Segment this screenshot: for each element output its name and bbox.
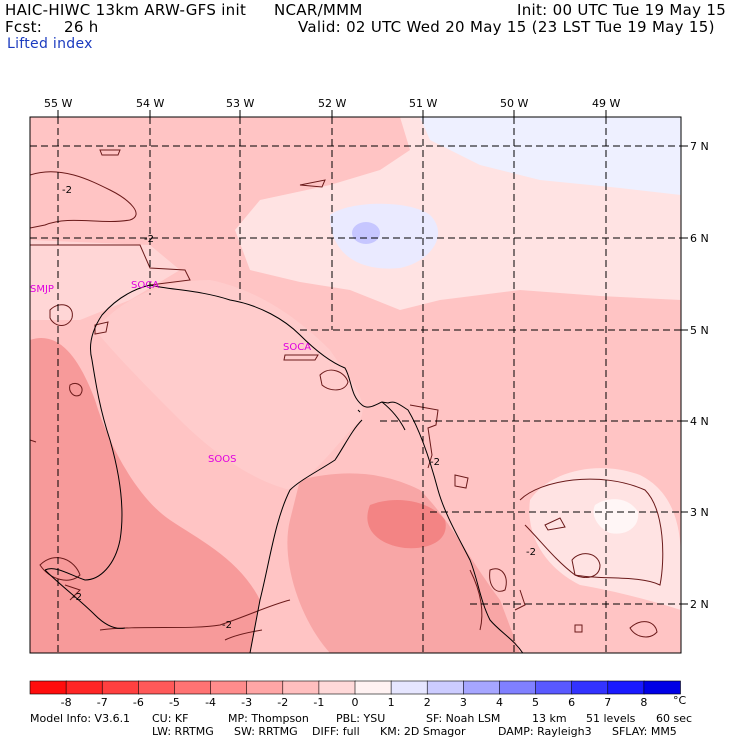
colorbar-swatch	[246, 680, 284, 695]
colorbar-swatch	[65, 680, 104, 695]
colorbar-label: 5	[532, 696, 539, 709]
graticule	[30, 117, 681, 653]
colorbar-swatch	[607, 680, 645, 695]
station-label: SOCA	[283, 342, 311, 353]
microphysics-scheme: MP: Thompson	[228, 712, 309, 725]
lat-label: 3 N	[690, 506, 709, 519]
colorbar-swatch	[499, 680, 537, 695]
colorbar-label: 4	[496, 696, 503, 709]
colorbar-swatch	[174, 680, 212, 695]
init-time: Init: 00 UTC Tue 19 May 15	[517, 1, 727, 19]
levels: 51 levels	[586, 712, 636, 725]
contour-label: -2	[144, 234, 154, 245]
lon-label: 49 W	[592, 97, 620, 110]
surface-scheme: SF: Noah LSM	[426, 712, 501, 725]
light-field-se	[529, 468, 681, 610]
colorbar-label: -7	[97, 696, 108, 709]
diffusion-option: DIFF: full	[312, 725, 360, 738]
lon-label: 53 W	[226, 97, 254, 110]
negative-core-south	[367, 500, 446, 549]
colorbar-swatch	[210, 680, 248, 695]
resolution: 13 km	[532, 712, 567, 725]
contour-label: -2	[222, 620, 232, 631]
km-option: KM: 2D Smagor	[380, 725, 466, 738]
colorbar: -8 -7 -6 -5 -4 -3 -2 -1 0 1 2 3 4 5 6 7 8	[29, 680, 681, 709]
colorbar-label: -6	[133, 696, 144, 709]
lat-label: 4 N	[690, 415, 709, 428]
negative-field-south	[287, 473, 520, 653]
station-label: SMJP	[30, 284, 54, 295]
colorbar-label: 7	[604, 696, 611, 709]
contour-label: -2	[72, 592, 82, 603]
surface-layer-option: SFLAY: MM5	[612, 725, 677, 738]
valid-time: Valid: 02 UTC Wed 20 May 15 (23 LST Tue …	[298, 18, 715, 36]
colorbar-label: 0	[352, 696, 359, 709]
colorbar-label: 3	[460, 696, 467, 709]
organization: NCAR/MMM	[274, 1, 363, 19]
light-core-se	[593, 499, 639, 534]
positive-field-center	[330, 203, 439, 269]
colorbar-unit: °C	[673, 694, 687, 707]
colorbar-label: 8	[640, 696, 647, 709]
contour-label: -2	[430, 457, 440, 468]
model-title: HAIC-HIWC 13km ARW-GFS init	[5, 1, 247, 19]
contours	[30, 149, 664, 641]
longwave-scheme: LW: RRTMG	[152, 725, 214, 738]
colorbar-label: 2	[424, 696, 431, 709]
colorbar-label: -1	[313, 696, 324, 709]
colorbar-label: -2	[277, 696, 288, 709]
colorbar-swatch	[463, 680, 501, 695]
colorbar-label: -4	[205, 696, 216, 709]
lat-label: 7 N	[690, 140, 709, 153]
map-frame	[29, 116, 682, 654]
colorbar-swatch	[390, 680, 429, 695]
colorbar-swatch	[535, 680, 573, 695]
land-light-field	[95, 280, 363, 490]
pbl-scheme: PBL: YSU	[336, 712, 386, 725]
forecast-label: Fcst:	[5, 18, 43, 36]
lon-label: 50 W	[500, 97, 528, 110]
colorbar-swatch	[138, 680, 176, 695]
negative-field-west	[30, 338, 260, 653]
shortwave-scheme: SW: RRTMG	[234, 725, 298, 738]
station-label: SOCA	[131, 280, 159, 291]
colorbar-label: -3	[241, 696, 252, 709]
model-info: Model Info: V3.6.1	[30, 712, 131, 725]
colorbar-swatch	[426, 680, 465, 695]
lat-label: 6 N	[690, 232, 709, 245]
colorbar-swatch	[318, 680, 356, 695]
forecast-hours: 26 h	[64, 18, 99, 36]
colorbar-label: 6	[568, 696, 575, 709]
positive-core	[352, 222, 380, 244]
colorbar-swatch	[643, 680, 681, 695]
cumulus-scheme: CU: KF	[152, 712, 189, 725]
lat-label: 2 N	[690, 598, 709, 611]
light-field-nw	[30, 117, 180, 320]
damping-option: DAMP: Rayleigh3	[498, 725, 592, 738]
colorbar-label: -5	[169, 696, 180, 709]
positive-field-ne	[420, 117, 681, 195]
colorbar-swatch	[282, 680, 320, 695]
lon-label: 52 W	[318, 97, 346, 110]
field-name: Lifted index	[7, 36, 93, 52]
contour-label: -2	[526, 547, 536, 558]
colorbar-swatch	[354, 680, 392, 695]
station-label: SOOS	[208, 454, 236, 465]
lon-label: 55 W	[44, 97, 72, 110]
colorbar-swatch	[571, 680, 609, 695]
colorbar-swatch	[101, 680, 140, 695]
lon-label: 51 W	[409, 97, 437, 110]
lat-label: 5 N	[690, 324, 709, 337]
colorbar-label: 1	[388, 696, 395, 709]
colorbar-swatch	[29, 680, 67, 695]
lon-label: 54 W	[136, 97, 164, 110]
axis-ticks	[57, 110, 688, 605]
colorbar-label: -8	[61, 696, 72, 709]
timestep: 60 sec	[656, 712, 693, 725]
contour-label: -2	[62, 185, 72, 196]
